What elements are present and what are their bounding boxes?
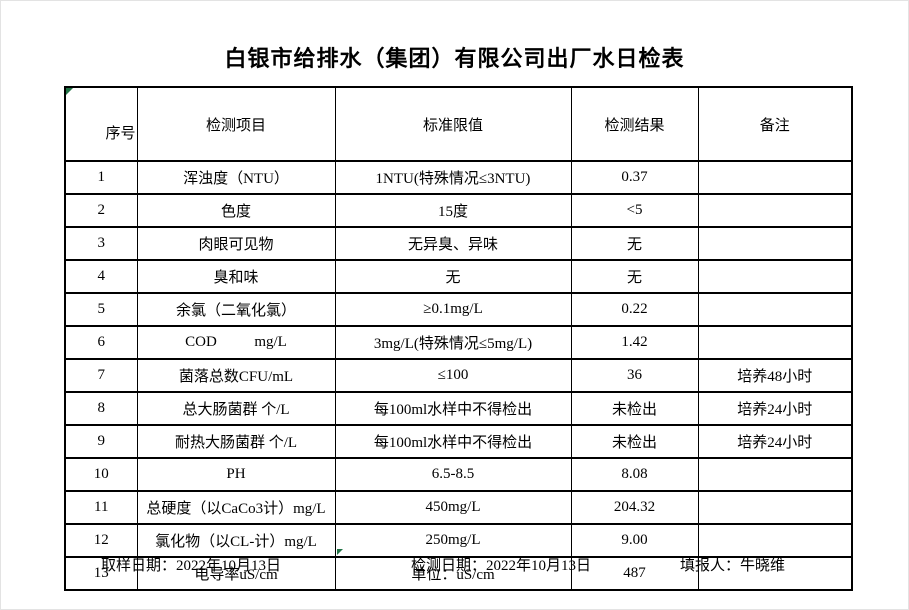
table-cell[interactable]: 色度	[136, 193, 336, 228]
table-cell[interactable]: 每100ml水样中不得检出	[334, 424, 572, 459]
table-cell[interactable]: 15度	[334, 193, 572, 228]
table-cell[interactable]	[697, 523, 853, 558]
table-row: 5 余氯（二氧化氯） ≥0.1mg/L 0.22	[64, 292, 853, 327]
table-cell[interactable]: 9	[64, 424, 138, 459]
test-date-text: 检测日期：2022年10月13日	[411, 558, 592, 574]
table-cell[interactable]: 余氯（二氧化氯）	[136, 292, 336, 327]
table-row: 11 总硬度（以CaCo3计）mg/L 450mg/L 204.32	[64, 490, 853, 525]
table-cell[interactable]: 菌落总数CFU/mL	[136, 358, 336, 393]
table-cell[interactable]: 36	[570, 358, 699, 393]
table-cell[interactable]: 总大肠菌群 个/L	[136, 391, 336, 426]
excel-flag-icon	[337, 549, 343, 555]
table-cell[interactable]: 204.32	[570, 490, 699, 525]
table-cell[interactable]: 无	[570, 226, 699, 261]
table-cell[interactable]: 培养48小时	[697, 358, 853, 393]
table-cell[interactable]: 0.37	[570, 160, 699, 195]
header-label: 检测结果	[604, 117, 665, 134]
table-cell[interactable]: 11	[64, 490, 138, 525]
table-cell[interactable]: ≤100	[334, 358, 572, 393]
table-cell[interactable]: COD mg/L	[136, 325, 336, 360]
table-row: 8 总大肠菌群 个/L 每100ml水样中不得检出 未检出 培养24小时	[64, 391, 853, 426]
header-cell-standard[interactable]: 标准限值	[334, 86, 572, 162]
table-cell[interactable]	[697, 490, 853, 525]
table-cell[interactable]: 氯化物（以CL-计）mg/L	[136, 523, 336, 558]
header-cell-index[interactable]: 序号	[64, 86, 138, 162]
table-row: 7 菌落总数CFU/mL ≤100 36 培养48小时	[64, 358, 853, 393]
inspection-table: 序号 检测项目 标准限值 检测结果 备注 1 浑浊度（NTU） 1NTU(特殊情况≤…	[64, 86, 853, 591]
table-cell[interactable]: 1NTU(特殊情况≤3NTU)	[334, 160, 572, 195]
reporter-text: 填报人：牛晓维	[680, 558, 786, 574]
table-row: 3 肉眼可见物 无异臭、异味无	[64, 226, 853, 261]
table-row: 1 浑浊度（NTU） 1NTU(特殊情况≤3NTU) 0.37	[64, 160, 853, 195]
table-cell[interactable]: 每100ml水样中不得检出	[334, 391, 572, 426]
header-label: 序号	[105, 126, 136, 142]
header-cell-item[interactable]: 检测项目	[136, 86, 336, 162]
table-row: 12 氯化物（以CL-计）mg/L 250mg/L 9.00	[64, 523, 853, 558]
table-cell[interactable]: 未检出	[570, 391, 699, 426]
table-cell[interactable]: 8.08	[570, 457, 699, 492]
table-cell[interactable]: 8	[64, 391, 138, 426]
table-cell[interactable]	[697, 259, 853, 294]
header-cell-result[interactable]: 检测结果	[570, 86, 699, 162]
table-cell[interactable]	[697, 226, 853, 261]
table-cell[interactable]: PH	[136, 457, 336, 492]
table-cell[interactable]: 1.42	[570, 325, 699, 360]
header-cell-remark[interactable]: 备注	[697, 86, 853, 162]
table-cell[interactable]: 无	[570, 259, 699, 294]
table-cell[interactable]: 6	[64, 325, 138, 360]
header-label: 标准限值	[422, 117, 483, 134]
table-body: 1 浑浊度（NTU） 1NTU(特殊情况≤3NTU) 0.37 2 色度 15度 <5 3 肉眼可…	[64, 160, 853, 591]
table-cell[interactable]: 7	[64, 358, 138, 393]
table-cell[interactable]: 3mg/L(特殊情况≤5mg/L)	[334, 325, 572, 360]
table-cell[interactable]: 2	[64, 193, 138, 228]
table-cell[interactable]: 450mg/L	[334, 490, 572, 525]
footer: 取样日期：2022年10月13日 检测日期：2022年10月13日 填报人：牛晓…	[1, 554, 908, 576]
table-row: 9 耐热大肠菌群 个/L 每100ml水样中不得检出 未检出 培养24小时	[64, 424, 853, 459]
table-cell[interactable]: 未检出	[570, 424, 699, 459]
table-cell[interactable]: 肉眼可见物	[136, 226, 336, 261]
table-cell[interactable]: 臭和味	[136, 259, 336, 294]
table-cell[interactable]: 0.22	[570, 292, 699, 327]
page-title: 白银市给排水（集团）有限公司出厂水日检表	[224, 46, 685, 71]
table-cell[interactable]: 3	[64, 226, 138, 261]
table-row: 13 电导率uS/cm 单位：uS/cm 487	[64, 556, 853, 591]
table-cell[interactable]: 9.00	[570, 523, 699, 558]
table-cell[interactable]: 1	[64, 160, 138, 195]
table-cell[interactable]: 12	[64, 523, 138, 558]
table-cell[interactable]: 5	[64, 292, 138, 327]
table-row: 6 COD mg/L 3mg/L(特殊情况≤5mg/L) 1.42	[64, 325, 853, 360]
table-cell[interactable]: 浑浊度（NTU）	[136, 160, 336, 195]
sample-date-text: 取样日期：2022年10月13日	[101, 558, 282, 574]
table-cell[interactable]: 培养24小时	[697, 424, 853, 459]
table-cell[interactable]: 培养24小时	[697, 391, 853, 426]
header-label: 检测项目	[205, 117, 266, 134]
table-cell[interactable]: 10	[64, 457, 138, 492]
table-cell[interactable]: 487	[570, 556, 699, 591]
table-row: 2 色度 15度 <5	[64, 193, 853, 228]
table-cell[interactable]: 4	[64, 259, 138, 294]
table-row: 10 PH 6.5-8.5 8.08	[64, 457, 853, 492]
table-cell[interactable]: 250mg/L	[334, 523, 572, 558]
table-header-row: 序号 检测项目 标准限值 检测结果 备注	[64, 86, 853, 162]
table-cell[interactable]: 13	[64, 556, 138, 591]
table-cell[interactable]: 无异臭、异味	[334, 226, 572, 261]
table-cell[interactable]: <5	[570, 193, 699, 228]
table-row: 4 臭和味无无	[64, 259, 853, 294]
table-cell[interactable]: 耐热大肠菌群 个/L	[136, 424, 336, 459]
table-cell[interactable]: 6.5-8.5	[334, 457, 572, 492]
table-cell[interactable]: 总硬度（以CaCo3计）mg/L	[136, 490, 336, 525]
excel-flag-icon	[66, 89, 73, 95]
table-cell[interactable]	[697, 457, 853, 492]
table-cell[interactable]: ≥0.1mg/L	[334, 292, 572, 327]
table-cell[interactable]: 电导率uS/cm	[136, 556, 336, 591]
header-label: 备注	[759, 117, 790, 134]
table-cell[interactable]: 无	[334, 259, 572, 294]
table-cell[interactable]	[697, 160, 853, 195]
table-cell[interactable]	[697, 556, 853, 591]
table-cell[interactable]	[697, 325, 853, 360]
table-cell[interactable]	[697, 292, 853, 327]
table-cell[interactable]	[697, 193, 853, 228]
